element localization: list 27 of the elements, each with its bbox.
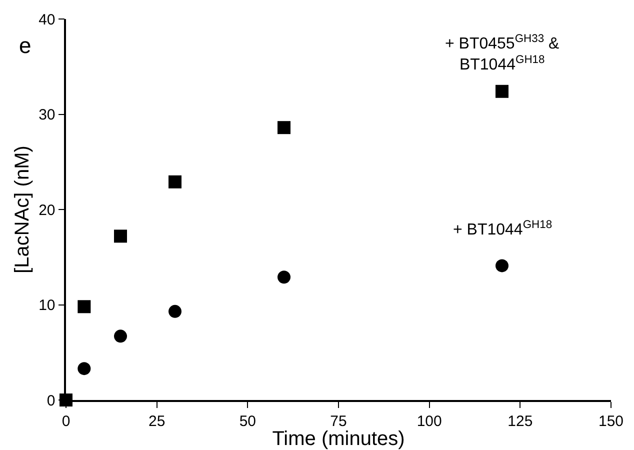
x-tick-label: 25 [148, 412, 166, 430]
point [168, 304, 182, 318]
point [278, 270, 290, 284]
y-tick-label: 30 [38, 106, 56, 124]
y-tick-label: 0 [46, 392, 56, 410]
annotation: + BT1044$^{GH18}$ [453, 219, 552, 239]
point [78, 300, 91, 314]
text: + BT0455$^{GH33}$ & BT1044$^{GH18}$ [445, 33, 560, 74]
y-tick-label: 20 [38, 202, 56, 219]
y-axis-title: [LacNAc] (nM) [12, 146, 34, 274]
x-tick-label: 0 [62, 412, 70, 430]
point [168, 175, 182, 188]
text: e [19, 33, 32, 58]
point [114, 330, 127, 343]
x-tick-label: 50 [239, 412, 256, 430]
x-axis-title: Time (minutes) [272, 428, 405, 450]
point [278, 121, 290, 134]
x-tick-label: 75 [330, 412, 347, 430]
y-tick-label: 40 [38, 11, 56, 28]
x-tick-label: 150 [598, 412, 624, 430]
y-tick-label: 10 [38, 297, 56, 314]
point [496, 259, 508, 272]
point [78, 362, 91, 376]
x-tick-label: 100 [416, 412, 442, 430]
point [114, 230, 127, 243]
point [496, 84, 508, 98]
x-tick-label: 125 [508, 412, 533, 430]
